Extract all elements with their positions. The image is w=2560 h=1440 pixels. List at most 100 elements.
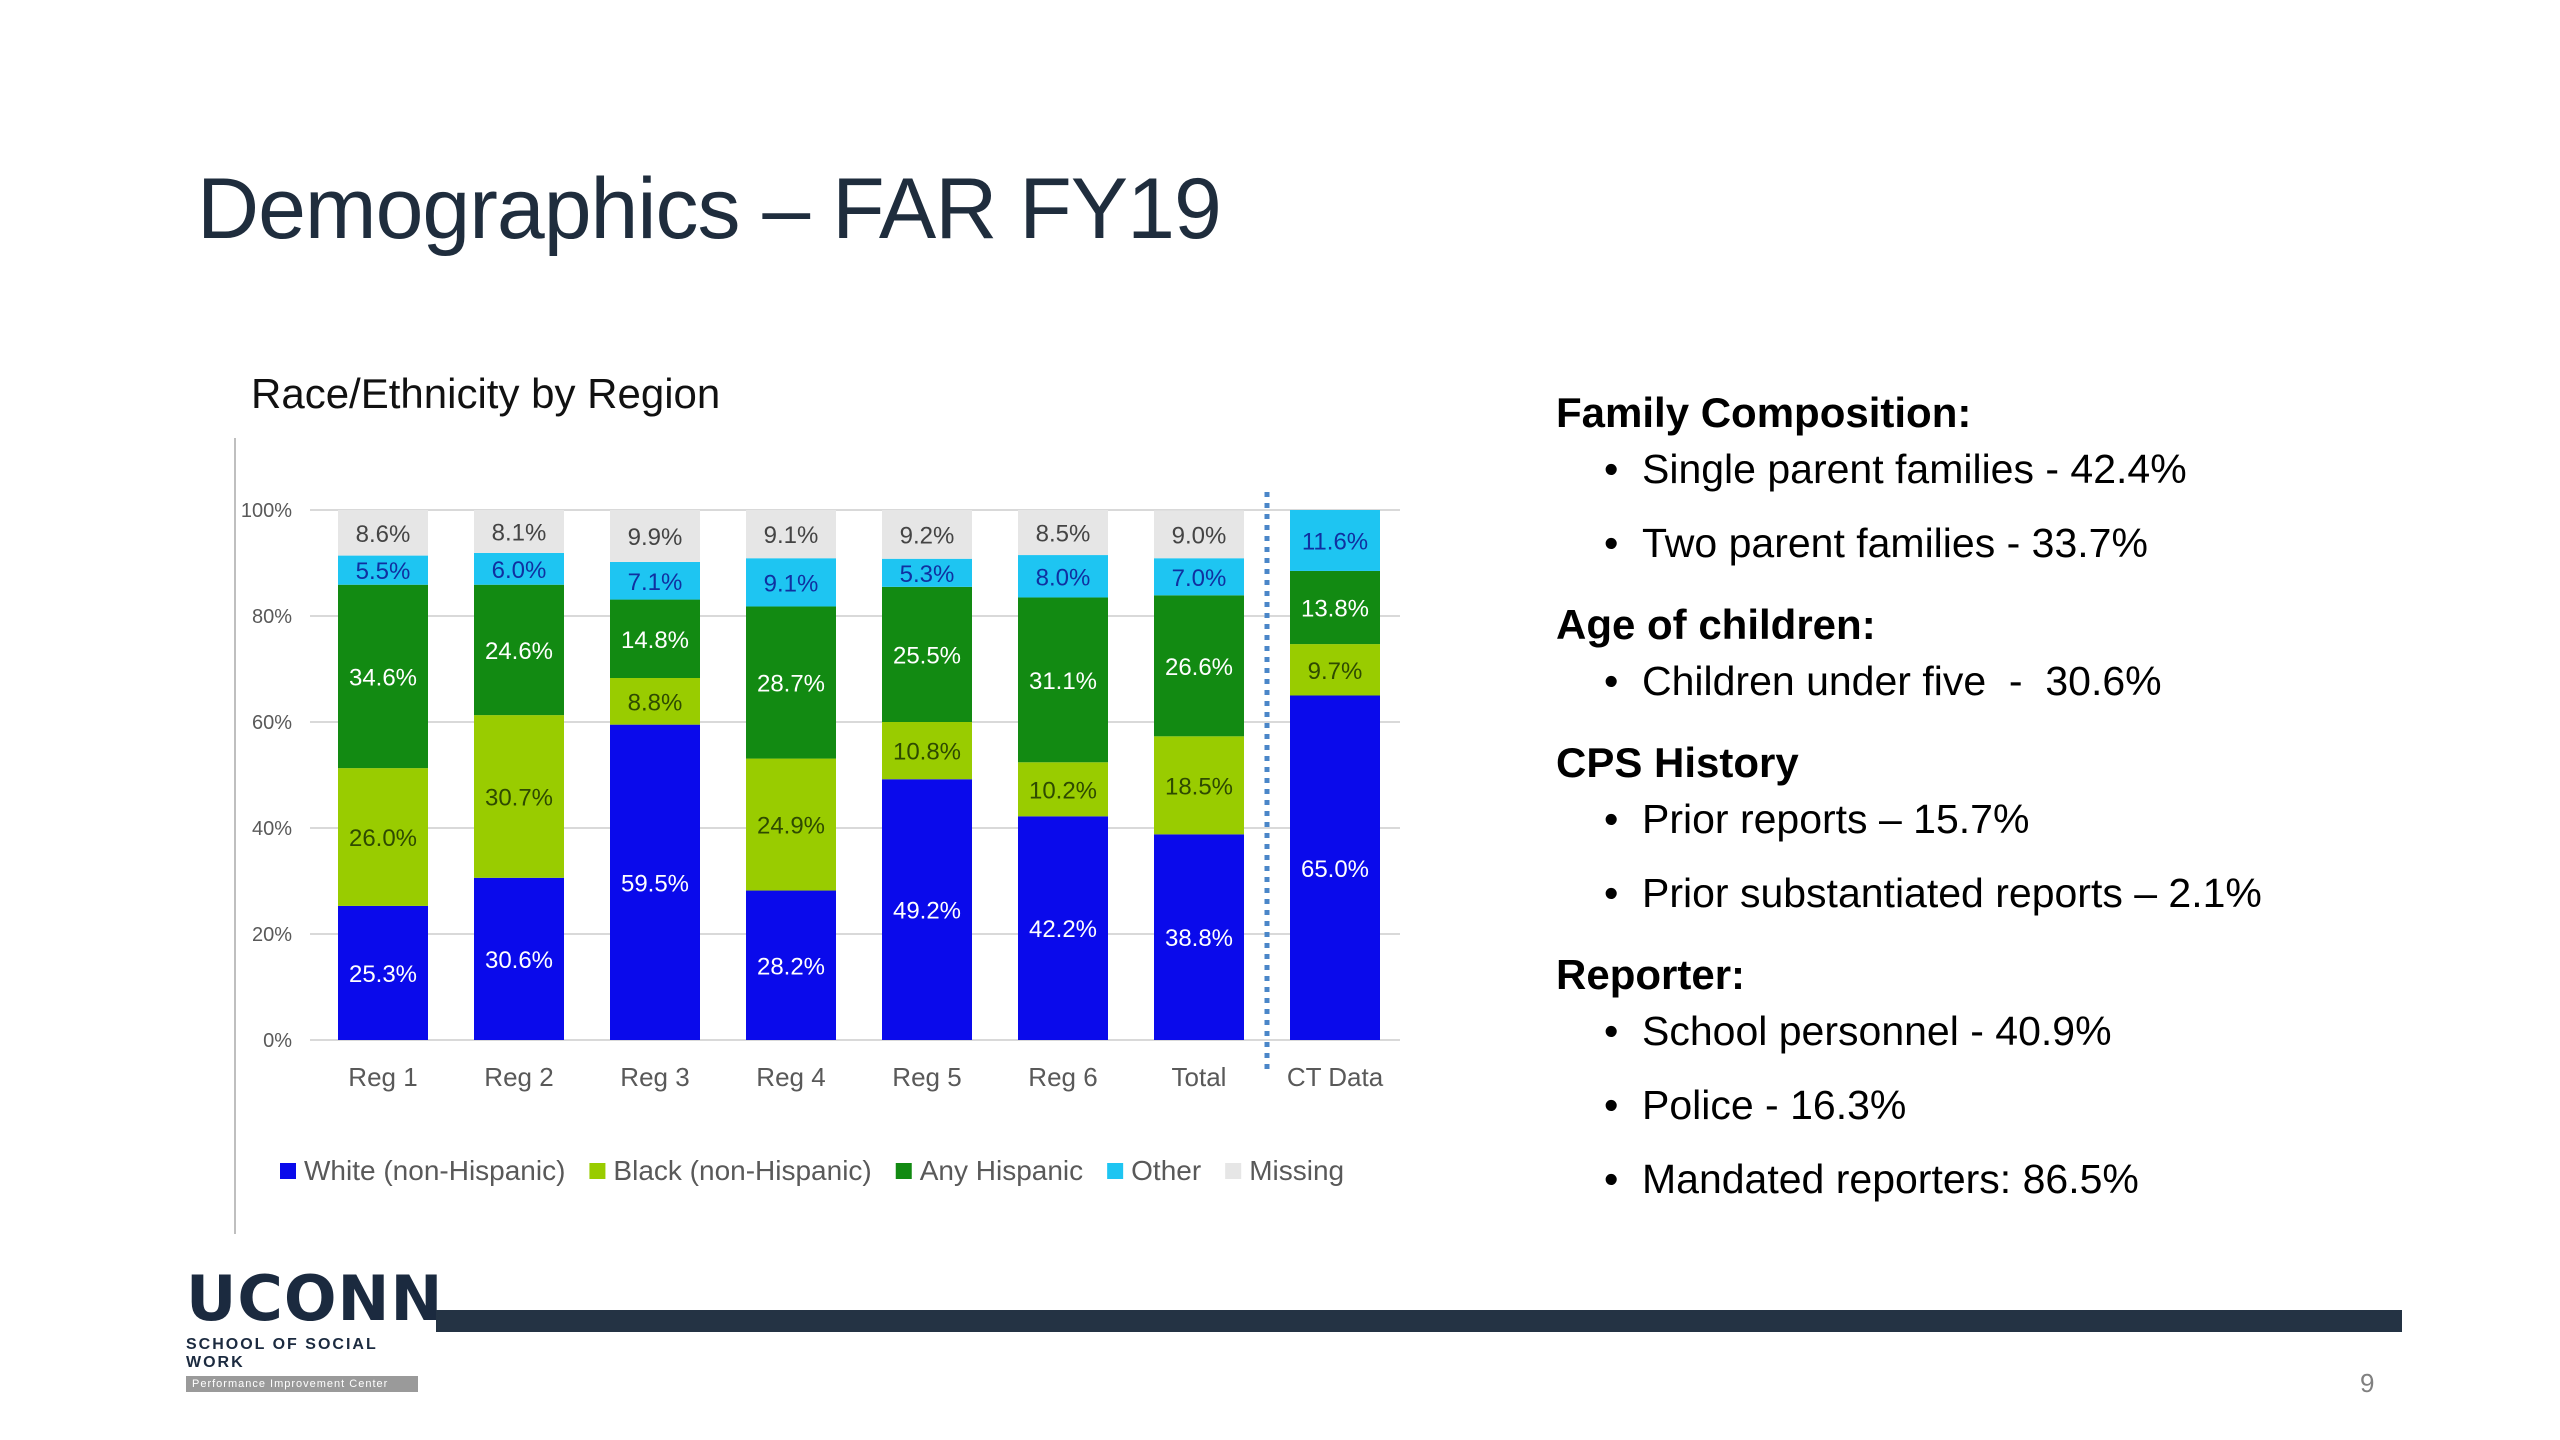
bar-segment bbox=[338, 510, 428, 556]
legend-label: White (non-Hispanic) bbox=[304, 1155, 565, 1186]
bar-segment bbox=[474, 715, 564, 878]
bar-segment bbox=[1290, 510, 1380, 571]
data-label: 28.2% bbox=[757, 953, 825, 980]
data-label: 9.0% bbox=[1172, 522, 1227, 549]
data-label: 9.7% bbox=[1308, 658, 1363, 685]
bar-segment bbox=[610, 724, 700, 1040]
y-tick-label: 60% bbox=[252, 712, 292, 734]
data-label: 25.3% bbox=[349, 961, 417, 988]
data-label: 14.8% bbox=[621, 627, 689, 654]
bar-segment bbox=[1154, 510, 1244, 559]
x-tick-label: Total bbox=[1172, 1062, 1227, 1092]
data-label: 9.9% bbox=[628, 524, 683, 551]
bar-segment bbox=[1290, 695, 1380, 1040]
data-label: 7.1% bbox=[628, 569, 683, 596]
logo-wordmark: UCONN bbox=[186, 1262, 444, 1335]
data-label: 13.8% bbox=[1301, 596, 1369, 623]
bar-segment bbox=[610, 678, 700, 725]
data-label: 49.2% bbox=[893, 898, 961, 925]
legend-swatch bbox=[1107, 1163, 1124, 1179]
legend-swatch bbox=[280, 1163, 296, 1179]
info-item: Two parent families - 33.7% bbox=[1604, 515, 2456, 571]
bar-segment bbox=[1154, 558, 1244, 596]
info-item: Single parent families - 42.4% bbox=[1604, 441, 2456, 497]
info-section-family: Family Composition: Single parent famili… bbox=[1556, 385, 2456, 571]
bar-segment bbox=[882, 558, 972, 587]
bar-segment bbox=[1154, 736, 1244, 835]
y-tick-label: 0% bbox=[263, 1030, 292, 1052]
bar-segment bbox=[882, 510, 972, 559]
bar-segment bbox=[1290, 570, 1380, 645]
data-label: 8.0% bbox=[1036, 564, 1091, 591]
info-item: Police - 16.3% bbox=[1604, 1077, 2456, 1133]
data-label: 25.5% bbox=[893, 642, 961, 669]
uconn-logo: UCONN SCHOOL OF SOCIAL WORK Performance … bbox=[186, 1262, 444, 1392]
legend-label: Any Hispanic bbox=[920, 1155, 1083, 1186]
bar-segment bbox=[882, 586, 972, 722]
data-label: 11.6% bbox=[1302, 528, 1368, 555]
bar-segment bbox=[746, 606, 836, 759]
data-label: 59.5% bbox=[621, 870, 689, 897]
bar-segment bbox=[746, 510, 836, 559]
info-list-family: Single parent families - 42.4% Two paren… bbox=[1556, 441, 2456, 571]
bar-segment bbox=[338, 905, 428, 1040]
info-item: Prior reports – 15.7% bbox=[1604, 791, 2456, 847]
page-number: 9 bbox=[2360, 1368, 2375, 1398]
data-label: 28.7% bbox=[757, 671, 825, 698]
info-section-cps: CPS History Prior reports – 15.7% Prior … bbox=[1556, 735, 2456, 921]
info-heading-reporter: Reporter: bbox=[1556, 951, 1746, 998]
bar-segment bbox=[610, 510, 700, 562]
data-label: 5.3% bbox=[900, 561, 955, 588]
bar-segment bbox=[746, 758, 836, 891]
data-label: 7.0% bbox=[1172, 565, 1227, 592]
info-section-reporter: Reporter: School personnel - 40.9% Polic… bbox=[1556, 947, 2456, 1207]
x-tick-label: CT Data bbox=[1287, 1062, 1384, 1092]
data-label: 24.6% bbox=[485, 638, 553, 665]
bar-segment bbox=[338, 584, 428, 769]
y-tick-label: 40% bbox=[252, 818, 292, 840]
logo-subtitle: SCHOOL OF SOCIAL WORK bbox=[186, 1336, 378, 1371]
bar-segment bbox=[1154, 595, 1244, 737]
info-item: Mandated reporters: 86.5% bbox=[1604, 1151, 2456, 1207]
data-label: 38.8% bbox=[1165, 925, 1233, 952]
legend-label: Other bbox=[1131, 1155, 1201, 1186]
legend-swatch bbox=[895, 1163, 912, 1179]
y-tick-label: 80% bbox=[252, 606, 292, 628]
info-heading-cps: CPS History bbox=[1556, 739, 1799, 786]
chart-title: Race/Ethnicity by Region bbox=[251, 370, 721, 417]
info-list-age: Children under five - 30.6% bbox=[1556, 653, 2456, 709]
info-item: Prior substantiated reports – 2.1% bbox=[1604, 865, 2456, 921]
bar-segment bbox=[474, 552, 564, 585]
data-label: 34.6% bbox=[349, 664, 417, 691]
bar-segment bbox=[1290, 644, 1380, 696]
data-label: 18.5% bbox=[1165, 773, 1233, 800]
bar-segment bbox=[338, 768, 428, 906]
data-label: 10.2% bbox=[1029, 777, 1097, 804]
legend-label: Missing bbox=[1249, 1155, 1344, 1186]
y-tick-label: 20% bbox=[252, 924, 292, 946]
bar-segment bbox=[1154, 834, 1244, 1040]
bar-segment bbox=[882, 722, 972, 780]
y-tick-label: 100% bbox=[241, 500, 292, 522]
info-item: Children under five - 30.6% bbox=[1604, 653, 2456, 709]
bar-segment bbox=[746, 558, 836, 607]
data-label: 5.5% bbox=[356, 558, 411, 585]
info-panel: Family Composition: Single parent famili… bbox=[1556, 385, 2456, 1207]
legend-swatch bbox=[589, 1163, 606, 1179]
bar-segment bbox=[1018, 555, 1108, 598]
data-label: 30.7% bbox=[485, 784, 553, 811]
info-item: School personnel - 40.9% bbox=[1604, 1003, 2456, 1059]
info-section-age: Age of children: Children under five - 3… bbox=[1556, 597, 2456, 709]
info-list-cps: Prior reports – 15.7% Prior substantiate… bbox=[1556, 791, 2456, 921]
data-label: 8.5% bbox=[1036, 521, 1091, 548]
data-label: 9.2% bbox=[900, 522, 955, 549]
bar-segment bbox=[474, 584, 564, 716]
x-tick-label: Reg 5 bbox=[892, 1062, 961, 1092]
data-label: 26.6% bbox=[1165, 654, 1233, 681]
logo-subtitle-2: Performance Improvement Center bbox=[186, 1376, 418, 1392]
x-tick-label: Reg 1 bbox=[348, 1062, 417, 1092]
data-label: 9.1% bbox=[764, 570, 819, 597]
bar-segment bbox=[882, 779, 972, 1040]
info-heading-age: Age of children: bbox=[1556, 601, 1876, 648]
